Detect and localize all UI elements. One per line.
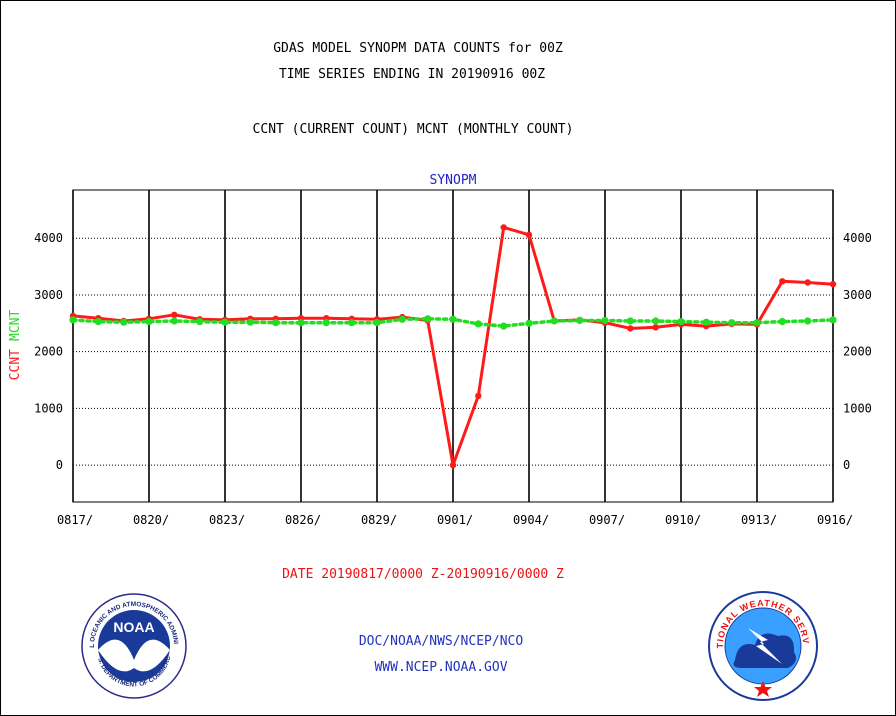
data-point-mcnt — [525, 319, 533, 327]
data-point-mcnt — [170, 317, 178, 325]
x-tick-label: 0817/ — [57, 513, 93, 527]
chart-title-line2: TIME SERIES ENDING IN 20190916 00Z — [279, 67, 545, 82]
data-point-mcnt — [145, 318, 153, 326]
data-point-mcnt — [778, 318, 786, 326]
data-point-mcnt — [373, 319, 381, 327]
x-tick-label: 0904/ — [513, 513, 549, 527]
data-point-mcnt — [728, 319, 736, 327]
noaa-ring-text-bottom: U.S. DEPARTMENT OF COMMERCE — [0, 0, 172, 689]
date-range-label: DATE 20190817/0000 Z-20190916/0000 Z — [282, 567, 564, 582]
data-point-mcnt — [449, 315, 457, 323]
data-point-ccnt — [627, 325, 634, 332]
data-point-mcnt — [804, 317, 812, 325]
data-point-mcnt — [500, 322, 508, 330]
data-point-ccnt — [449, 461, 457, 469]
data-point-mcnt — [829, 316, 837, 324]
y-tick-label-left: 1000 — [34, 401, 63, 415]
data-point-mcnt — [576, 316, 584, 325]
data-point-mcnt — [550, 317, 558, 325]
y-tick-label-right: 3000 — [843, 288, 872, 302]
plot-area: 0817/0820/0823/0826/0829/0901/0904/0907/… — [34, 189, 872, 527]
y-tick-label-right: 2000 — [843, 345, 872, 359]
svg-text:CCNTMCNT: CCNT MCNT — [8, 310, 23, 381]
data-point-ccnt — [652, 324, 659, 331]
data-point-mcnt — [677, 318, 685, 326]
svg-text:U.S. DEPARTMENT OF COMMERCE: U.S. DEPARTMENT OF COMMERCE — [0, 0, 172, 689]
x-tick-label: 0820/ — [133, 513, 169, 527]
noaa-logo-text: NOAA — [113, 619, 154, 635]
ylabel-mcnt: MCNT — [8, 310, 23, 341]
panel-title: SYNOPM — [430, 173, 477, 188]
x-tick-label: 0901/ — [437, 513, 473, 527]
data-point-mcnt — [221, 318, 229, 326]
data-point-mcnt — [69, 316, 77, 324]
x-tick-label: 0916/ — [817, 513, 853, 527]
data-point-ccnt — [779, 278, 786, 285]
data-point-mcnt — [424, 315, 432, 323]
data-point-mcnt — [120, 318, 128, 326]
y-tick-label-right: 0 — [843, 458, 850, 472]
data-point-ccnt — [804, 279, 811, 286]
y-tick-label-right: 4000 — [843, 231, 872, 245]
data-point-mcnt — [652, 317, 660, 325]
ylabel-ccnt: CCNT — [8, 349, 23, 380]
y-tick-label-left: 3000 — [34, 288, 63, 302]
data-point-ccnt — [475, 392, 482, 400]
data-point-mcnt — [246, 318, 254, 326]
org-label: DOC/NOAA/NWS/NCEP/NCO — [359, 634, 524, 649]
y-tick-label-left: 2000 — [34, 345, 63, 359]
y-tick-label-right: 1000 — [843, 401, 872, 415]
data-point-mcnt — [474, 320, 482, 328]
data-point-ccnt — [525, 231, 533, 238]
x-tick-label: 0907/ — [589, 513, 625, 527]
noaa-logo-icon: NOAA NATIONAL OCEANIC AND ATMOSPHERIC AD… — [0, 0, 187, 699]
data-point-mcnt — [348, 319, 356, 327]
svg-text:NATIONAL OCEANIC AND ATMOSPHER: NATIONAL OCEANIC AND ATMOSPHERIC ADMINIS… — [0, 0, 179, 648]
data-point-mcnt — [601, 316, 609, 325]
x-tick-label: 0823/ — [209, 513, 245, 527]
url-link[interactable]: WWW.NCEP.NOAA.GOV — [374, 660, 507, 675]
y-tick-label-left: 4000 — [34, 231, 63, 245]
data-point-mcnt — [398, 315, 406, 323]
data-point-mcnt — [702, 318, 710, 326]
data-point-ccnt — [500, 224, 507, 231]
x-tick-label: 0826/ — [285, 513, 321, 527]
data-point-mcnt — [297, 319, 305, 327]
chart-subtitle: CCNT (CURRENT COUNT) MCNT (MONTHLY COUNT… — [253, 122, 574, 137]
chart-title-line1: GDAS MODEL SYNOPM DATA COUNTS for 00Z — [273, 41, 563, 56]
data-point-mcnt — [322, 319, 330, 327]
data-point-mcnt — [626, 317, 634, 325]
noaa-ring-text: NATIONAL OCEANIC AND ATMOSPHERIC ADMINIS… — [0, 0, 179, 648]
x-tick-label: 0829/ — [361, 513, 397, 527]
data-point-mcnt — [196, 318, 204, 326]
y-tick-label-left: 0 — [56, 458, 63, 472]
data-point-ccnt — [829, 281, 837, 288]
x-tick-label: 0910/ — [665, 513, 701, 527]
data-point-mcnt — [272, 319, 280, 327]
data-point-mcnt — [753, 319, 761, 327]
x-tick-label: 0913/ — [741, 513, 777, 527]
data-point-ccnt — [171, 311, 178, 318]
data-point-mcnt — [94, 318, 102, 326]
